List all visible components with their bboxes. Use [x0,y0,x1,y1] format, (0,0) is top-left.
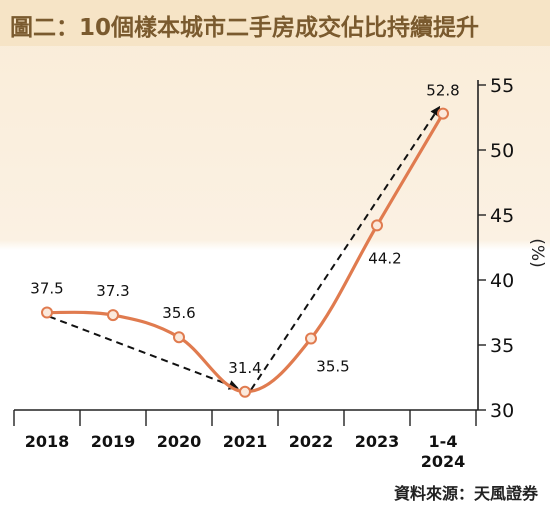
data-label: 37.5 [30,280,63,298]
y-axis-label: (%) [527,238,547,267]
x-tick-label: 2019 [91,432,136,451]
y-tick-label: 30 [490,400,514,422]
trend-arrow [48,315,239,390]
data-labels-group: 37.5 37.3 35.6 31.4 35.5 44.2 52.8 [30,82,459,377]
x-tick-label: 2021 [223,432,268,451]
data-point [107,309,119,322]
x-tick-label: 2023 [355,432,400,451]
trend-arrow [250,105,441,391]
data-point [239,385,251,398]
data-point [437,107,449,120]
data-point [173,331,185,344]
x-tick-label: 1-4 2024 [421,432,466,471]
data-point [371,219,383,232]
data-label: 35.6 [162,304,195,322]
y-tick-label: 50 [490,140,514,162]
chart-title: 圖二：10個樣本城市二手房成交佔比持續提升 [10,15,480,41]
x-tick-label: 2022 [289,432,334,451]
y-tick-label: 40 [490,270,514,292]
data-label: 52.8 [426,82,459,100]
trend-arrows-group [48,105,441,391]
y-tick-label: 35 [490,335,514,357]
data-label: 37.3 [96,282,129,300]
x-tick-label: 2018 [25,432,70,451]
source-note: 資料來源：天風證券 [393,484,538,503]
data-point [305,332,317,345]
title-bar [0,0,550,46]
data-label: 44.2 [368,249,401,267]
y-tick-label: 45 [490,205,514,227]
data-label: 35.5 [316,358,349,376]
x-tick-label: 2020 [157,432,202,451]
axes-group: 2018 2019 2020 2021 2022 2023 1-4 2024 30 35 40 45 5… [13,75,514,471]
data-points-group [41,107,449,398]
y-tick-label: 55 [490,75,514,97]
data-point [41,306,53,319]
data-label: 31.4 [228,359,261,377]
